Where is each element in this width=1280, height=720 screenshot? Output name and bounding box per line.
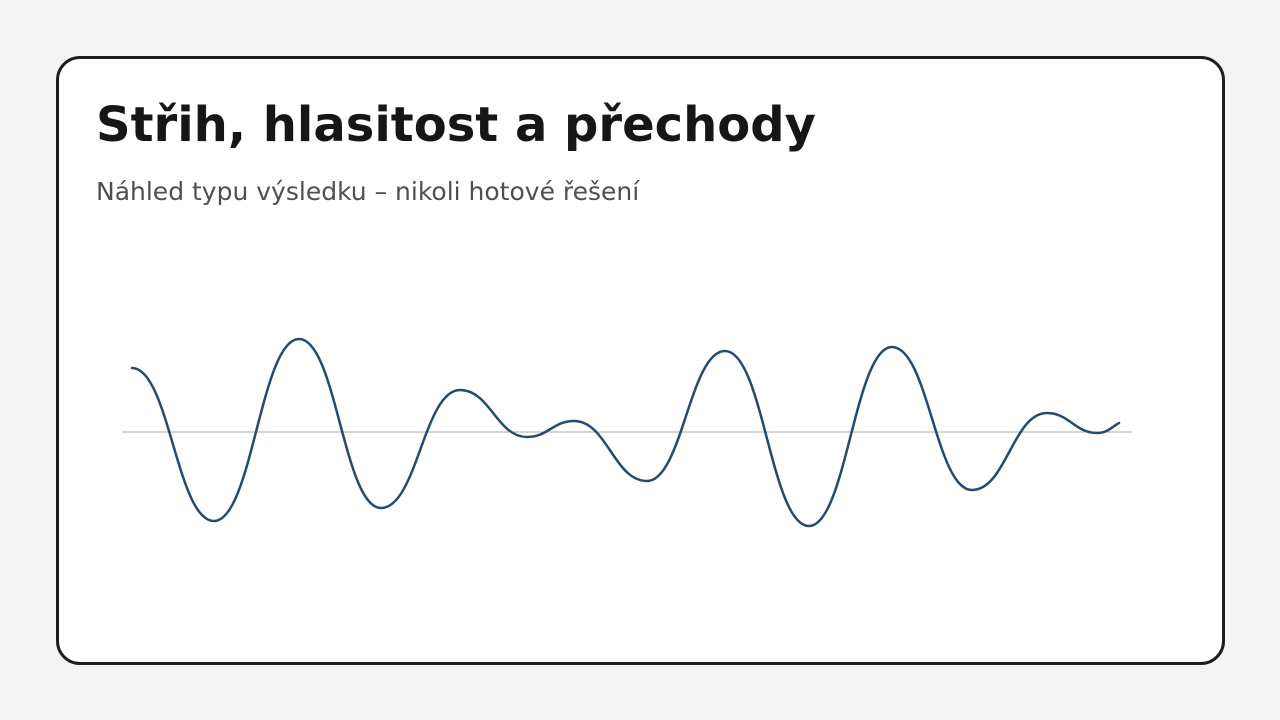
waveform-illustration — [122, 337, 1132, 528]
title: Střih, hlasitost a přechody — [96, 97, 816, 153]
waveform — [130, 337, 1121, 528]
subtitle: Náhled typu výsledku – nikoli hotové řeš… — [96, 177, 640, 206]
card: Střih, hlasitost a přechody Náhled typu … — [56, 56, 1225, 665]
